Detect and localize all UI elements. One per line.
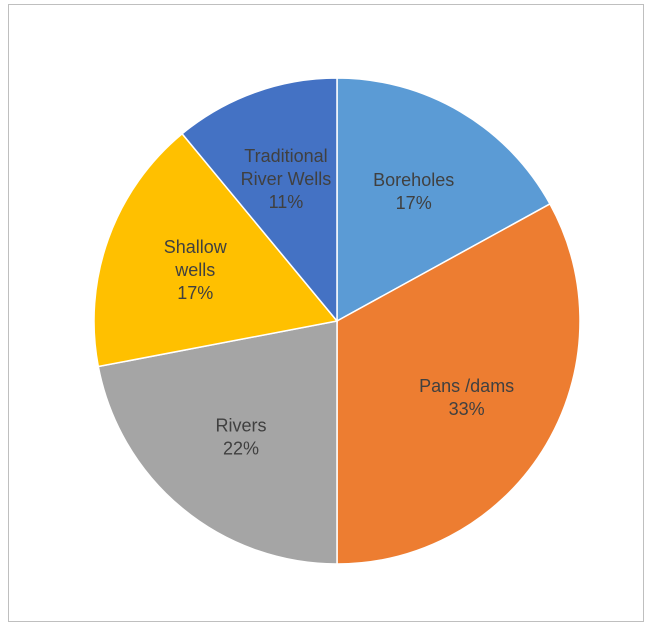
pie-labels: Boreholes 17% Pans /dams 33% Rivers 22% Shallo… (164, 146, 514, 458)
slice-label: Pans /dams 33% (419, 376, 514, 419)
slice-percent: 17% (177, 283, 213, 303)
slice-category: wells (174, 260, 215, 280)
slice-percent: 33% (449, 399, 485, 419)
pie-slice (93, 132, 339, 368)
pie-slice (97, 320, 338, 565)
slice-category: Shallow (164, 237, 228, 257)
slice-percent: 11% (269, 192, 304, 212)
pie-slices (93, 77, 581, 565)
slice-label: Rivers 22% (215, 416, 266, 459)
pie-slice (181, 77, 338, 324)
slice-percent: 17% (396, 193, 432, 213)
slice-label: Shallow wells 17% (164, 237, 228, 303)
pie-slice (336, 202, 581, 565)
slice-label: Traditional River Wells 11% (241, 146, 332, 212)
slice-percent: 22% (223, 439, 259, 459)
slice-category: Rivers (215, 416, 266, 436)
slice-category: Boreholes (373, 170, 454, 190)
pie-slice (336, 77, 551, 323)
slice-label: Boreholes 17% (373, 170, 454, 213)
slice-category: Pans /dams (419, 376, 514, 396)
slice-category: River Wells (241, 169, 332, 189)
slice-category: Traditional (244, 146, 327, 166)
